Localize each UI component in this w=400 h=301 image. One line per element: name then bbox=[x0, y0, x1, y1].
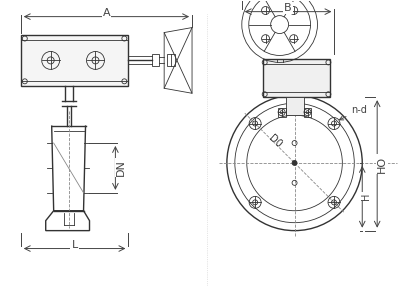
Circle shape bbox=[292, 160, 297, 166]
Text: H: H bbox=[361, 193, 371, 200]
Bar bbox=[21, 35, 128, 86]
Bar bbox=[167, 54, 175, 67]
Text: A: A bbox=[103, 8, 110, 18]
Bar bbox=[152, 54, 159, 67]
Text: DN: DN bbox=[116, 160, 126, 176]
Bar bbox=[286, 97, 304, 115]
Bar bbox=[304, 108, 312, 117]
Text: n-d: n-d bbox=[340, 105, 367, 120]
Bar bbox=[278, 108, 286, 117]
Text: HO: HO bbox=[377, 155, 387, 172]
Text: D0: D0 bbox=[266, 133, 283, 149]
Text: L: L bbox=[72, 240, 78, 250]
Text: B: B bbox=[284, 3, 292, 13]
Bar bbox=[263, 59, 330, 97]
